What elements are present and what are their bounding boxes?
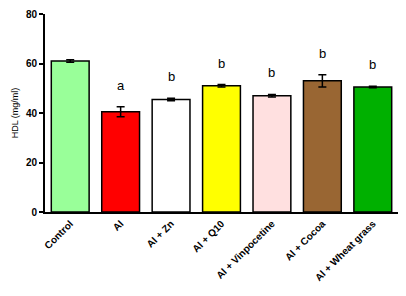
- svg-text:b: b: [319, 46, 326, 61]
- svg-text:40: 40: [26, 108, 38, 119]
- svg-text:Al + Vinpocetine: Al + Vinpocetine: [214, 218, 277, 281]
- svg-text:Al + Cocoa: Al + Cocoa: [283, 218, 328, 263]
- svg-text:b: b: [218, 56, 225, 71]
- svg-text:60: 60: [26, 58, 38, 69]
- svg-text:b: b: [268, 65, 275, 80]
- svg-text:a: a: [117, 78, 125, 93]
- svg-text:Al + Zn: Al + Zn: [144, 218, 176, 250]
- svg-text:Al + Q10: Al + Q10: [190, 218, 227, 255]
- svg-text:80: 80: [26, 9, 38, 20]
- svg-text:20: 20: [26, 157, 38, 168]
- svg-text:b: b: [168, 69, 175, 84]
- svg-text:Control: Control: [42, 218, 75, 251]
- svg-text:Al: Al: [111, 218, 126, 233]
- svg-text:HDL (mg/ml): HDL (mg/ml): [10, 88, 20, 139]
- svg-text:0: 0: [31, 207, 37, 218]
- svg-text:b: b: [369, 57, 376, 72]
- svg-text:Al + Wheat grass: Al + Wheat grass: [313, 218, 378, 283]
